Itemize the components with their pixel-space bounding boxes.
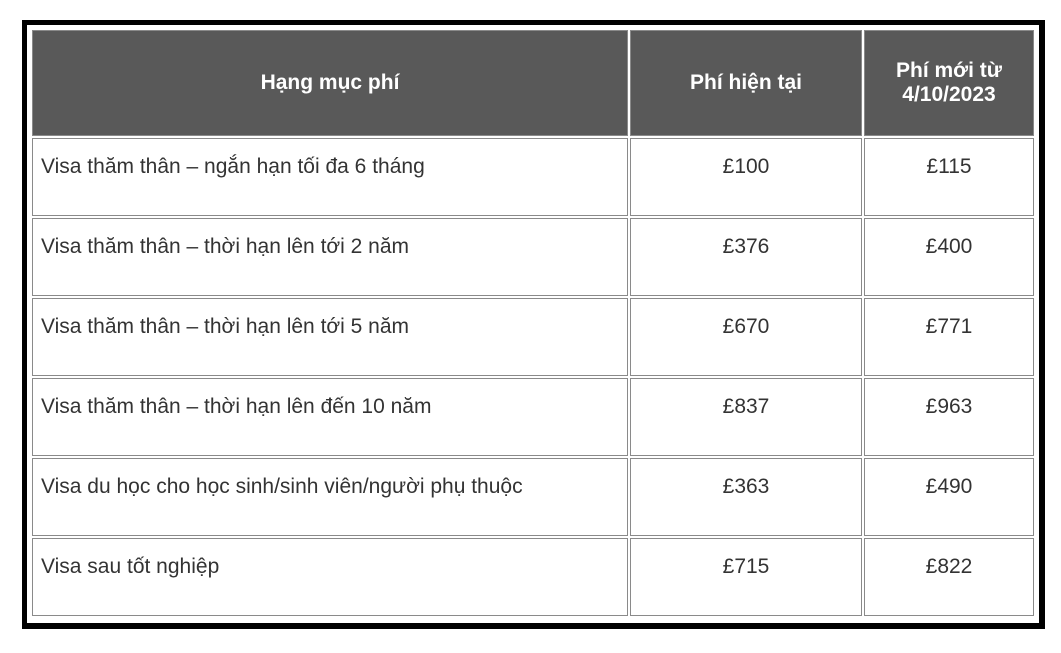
cell-category: Visa thăm thân – ngắn hạn tối đa 6 tháng xyxy=(32,138,628,216)
table-row: Visa sau tốt nghiệp £715 £822 xyxy=(32,538,1034,616)
fee-table-frame: Hạng mục phí Phí hiện tại Phí mới từ 4/1… xyxy=(22,20,1045,629)
cell-new-fee: £115 xyxy=(864,138,1034,216)
cell-current-fee: £670 xyxy=(630,298,862,376)
cell-category: Visa thăm thân – thời hạn lên tới 5 năm xyxy=(32,298,628,376)
cell-new-fee: £822 xyxy=(864,538,1034,616)
cell-new-fee: £490 xyxy=(864,458,1034,536)
header-current-fee: Phí hiện tại xyxy=(630,30,862,136)
cell-new-fee: £400 xyxy=(864,218,1034,296)
cell-category: Visa sau tốt nghiệp xyxy=(32,538,628,616)
cell-category: Visa du học cho học sinh/sinh viên/người… xyxy=(32,458,628,536)
cell-current-fee: £363 xyxy=(630,458,862,536)
fee-table: Hạng mục phí Phí hiện tại Phí mới từ 4/1… xyxy=(30,28,1036,618)
table-row: Visa thăm thân – thời hạn lên đến 10 năm… xyxy=(32,378,1034,456)
cell-category: Visa thăm thân – thời hạn lên tới 2 năm xyxy=(32,218,628,296)
cell-current-fee: £376 xyxy=(630,218,862,296)
table-row: Visa thăm thân – thời hạn lên tới 2 năm £… xyxy=(32,218,1034,296)
header-row: Hạng mục phí Phí hiện tại Phí mới từ 4/1… xyxy=(32,30,1034,136)
header-new-fee: Phí mới từ 4/10/2023 xyxy=(864,30,1034,136)
cell-new-fee: £963 xyxy=(864,378,1034,456)
cell-current-fee: £715 xyxy=(630,538,862,616)
table-row: Visa du học cho học sinh/sinh viên/người… xyxy=(32,458,1034,536)
table-row: Visa thăm thân – thời hạn lên tới 5 năm £… xyxy=(32,298,1034,376)
cell-current-fee: £837 xyxy=(630,378,862,456)
table-row: Visa thăm thân – ngắn hạn tối đa 6 tháng… xyxy=(32,138,1034,216)
header-category: Hạng mục phí xyxy=(32,30,628,136)
cell-current-fee: £100 xyxy=(630,138,862,216)
cell-category: Visa thăm thân – thời hạn lên đến 10 năm xyxy=(32,378,628,456)
cell-new-fee: £771 xyxy=(864,298,1034,376)
